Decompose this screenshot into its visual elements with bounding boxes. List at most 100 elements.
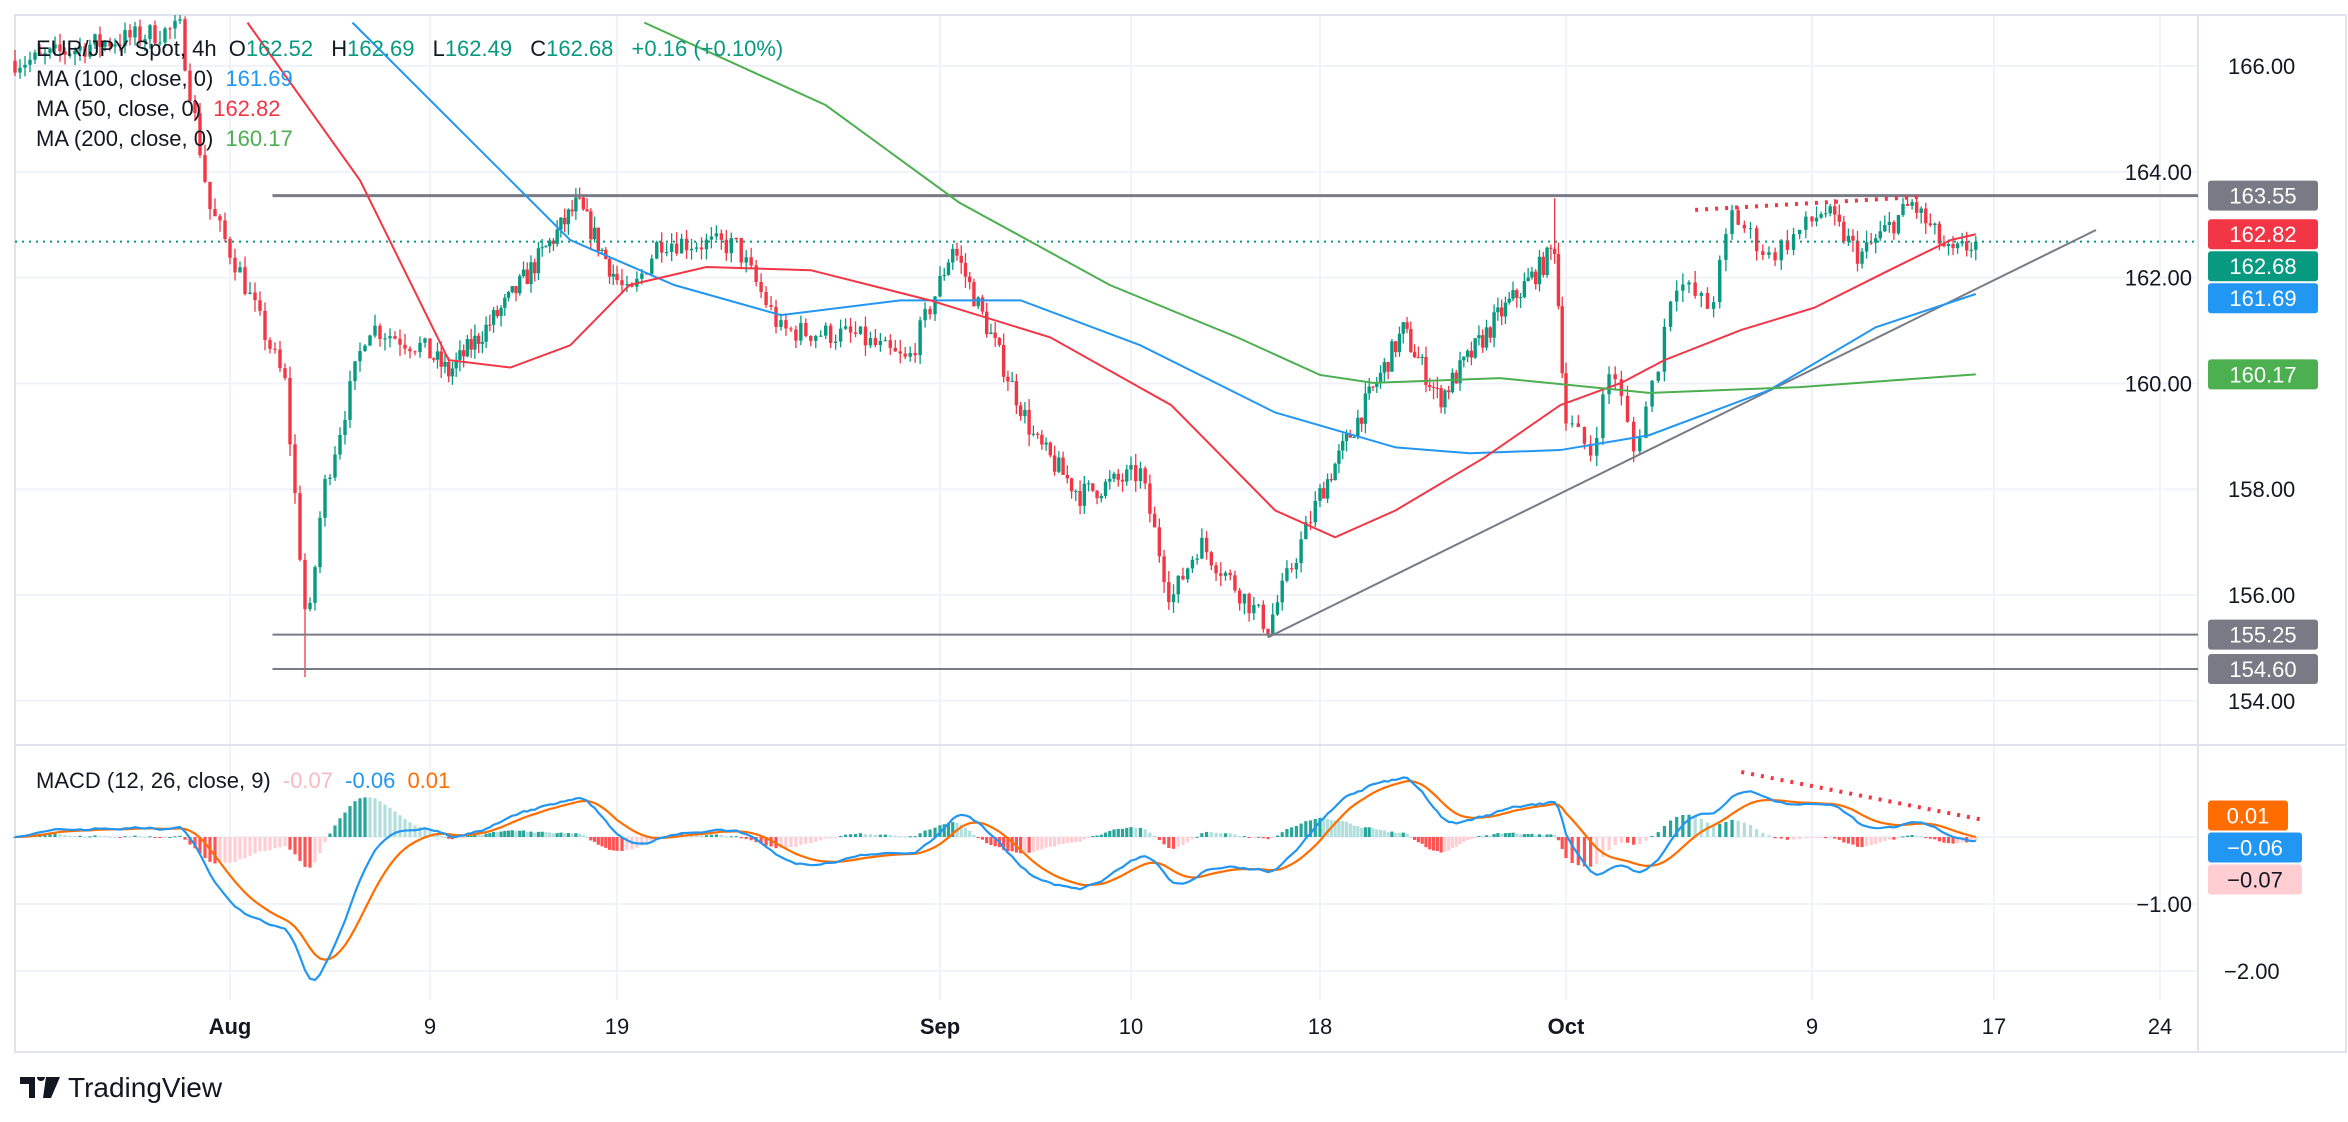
macd-histogram-bar bbox=[1382, 830, 1386, 837]
candle bbox=[243, 256, 247, 296]
candle-body bbox=[596, 227, 600, 252]
candle bbox=[544, 245, 548, 248]
candle-body bbox=[378, 325, 382, 339]
macd-histogram-bar bbox=[1242, 836, 1246, 838]
high-value: 162.69 bbox=[347, 36, 415, 61]
candle bbox=[1507, 291, 1511, 305]
candle-body bbox=[908, 353, 912, 357]
macd-histogram-bar bbox=[1134, 828, 1138, 837]
macd-histogram-bar bbox=[343, 812, 347, 837]
macd-histogram-bar bbox=[1842, 837, 1846, 843]
macd-histogram-bar bbox=[1481, 836, 1485, 838]
macd-histogram-bar bbox=[1103, 832, 1108, 837]
macd-histogram-bar bbox=[1804, 837, 1808, 839]
candle bbox=[1454, 369, 1458, 384]
candle bbox=[1638, 429, 1642, 455]
candle bbox=[928, 306, 932, 320]
macd-histogram-bar bbox=[521, 830, 526, 837]
macd-histogram-bar bbox=[1515, 833, 1519, 837]
macd-histogram-bar bbox=[368, 797, 372, 837]
candle-body bbox=[1761, 251, 1765, 255]
macd-histogram-bar bbox=[1601, 837, 1605, 858]
macd-histogram-bar bbox=[1095, 835, 1099, 837]
macd-legend[interactable]: MACD (12, 26, close, 9) -0.07 -0.06 0.01 bbox=[36, 766, 456, 796]
candle-body bbox=[1143, 468, 1147, 484]
candle-body bbox=[611, 273, 615, 277]
candle-body bbox=[1299, 539, 1303, 563]
macd-histogram-bar bbox=[188, 837, 192, 845]
macd-histogram-bar bbox=[1214, 832, 1218, 837]
price-badge-label: 155.25 bbox=[2229, 623, 2296, 648]
macd-histogram-bar bbox=[1511, 832, 1515, 837]
ma100-legend[interactable]: MA (100, close, 0) 161.69 bbox=[36, 64, 299, 94]
price-badge-label: 161.69 bbox=[2229, 286, 2296, 311]
macd-histogram-bar bbox=[1348, 823, 1352, 837]
candle bbox=[749, 247, 753, 268]
macd-histogram-bar bbox=[1390, 831, 1394, 837]
macd-histogram-bar bbox=[1644, 837, 1648, 841]
candle bbox=[1040, 429, 1044, 450]
macd-histogram-bar bbox=[278, 837, 282, 848]
ma50-legend[interactable]: MA (50, close, 0) 162.82 bbox=[36, 94, 287, 124]
candle-body bbox=[153, 25, 157, 44]
candle bbox=[263, 302, 267, 351]
macd-histogram-bar bbox=[403, 818, 407, 837]
macd-histogram-bar bbox=[976, 837, 980, 838]
candle bbox=[1091, 483, 1095, 493]
candle-body bbox=[1644, 406, 1648, 438]
candle bbox=[1828, 203, 1832, 217]
candle bbox=[223, 212, 227, 243]
macd-histogram-bar bbox=[1397, 832, 1402, 837]
candle-body bbox=[133, 26, 137, 38]
macd-histogram-bar bbox=[1851, 837, 1855, 845]
candle-body bbox=[1837, 214, 1841, 222]
candle-body bbox=[1804, 216, 1808, 230]
candle-body bbox=[1289, 568, 1294, 570]
candle bbox=[398, 329, 402, 357]
candle bbox=[1252, 596, 1256, 620]
macd-histogram-bar bbox=[499, 831, 503, 837]
candle-body bbox=[774, 306, 778, 327]
candle bbox=[484, 316, 488, 349]
candle-body bbox=[1018, 405, 1023, 417]
candle bbox=[1687, 280, 1691, 294]
candle bbox=[1484, 319, 1489, 351]
candle-body bbox=[128, 30, 132, 38]
candle bbox=[388, 328, 392, 348]
candle bbox=[313, 565, 317, 611]
candle bbox=[863, 316, 868, 356]
candle bbox=[585, 198, 589, 212]
macd-histogram-bar bbox=[1974, 837, 1978, 842]
macd-histogram-bar bbox=[1761, 832, 1765, 837]
candle-body bbox=[1382, 362, 1387, 373]
macd-histogram-bar bbox=[863, 834, 868, 837]
candle-body bbox=[1371, 386, 1375, 388]
price-badge-bg bbox=[2208, 359, 2318, 390]
candle bbox=[536, 241, 541, 281]
candle bbox=[625, 275, 629, 293]
candle bbox=[1534, 268, 1538, 290]
candle bbox=[1412, 344, 1417, 359]
macd-histogram-bar bbox=[450, 837, 455, 840]
ma200-legend[interactable]: MA (200, close, 0) 160.17 bbox=[36, 124, 299, 154]
candle-body bbox=[1313, 500, 1317, 523]
candle-body bbox=[198, 113, 202, 156]
candle bbox=[28, 51, 32, 73]
candle-body bbox=[432, 358, 436, 360]
tradingview-logo[interactable]: TradingView bbox=[20, 1072, 222, 1104]
candle bbox=[13, 49, 17, 76]
candle-body bbox=[1874, 238, 1878, 243]
candle-body bbox=[398, 338, 402, 345]
macd-histogram-bar bbox=[819, 837, 823, 841]
candle-body bbox=[547, 240, 552, 247]
ma100-label: MA (100, close, 0) bbox=[36, 66, 214, 91]
candle bbox=[1006, 370, 1010, 391]
candle-body bbox=[724, 239, 729, 254]
candle bbox=[238, 261, 242, 273]
candle bbox=[704, 233, 709, 260]
candle-body bbox=[353, 361, 357, 382]
candle-body bbox=[1507, 298, 1511, 303]
candle bbox=[1588, 435, 1593, 462]
macd-histogram-bar bbox=[1125, 827, 1129, 837]
